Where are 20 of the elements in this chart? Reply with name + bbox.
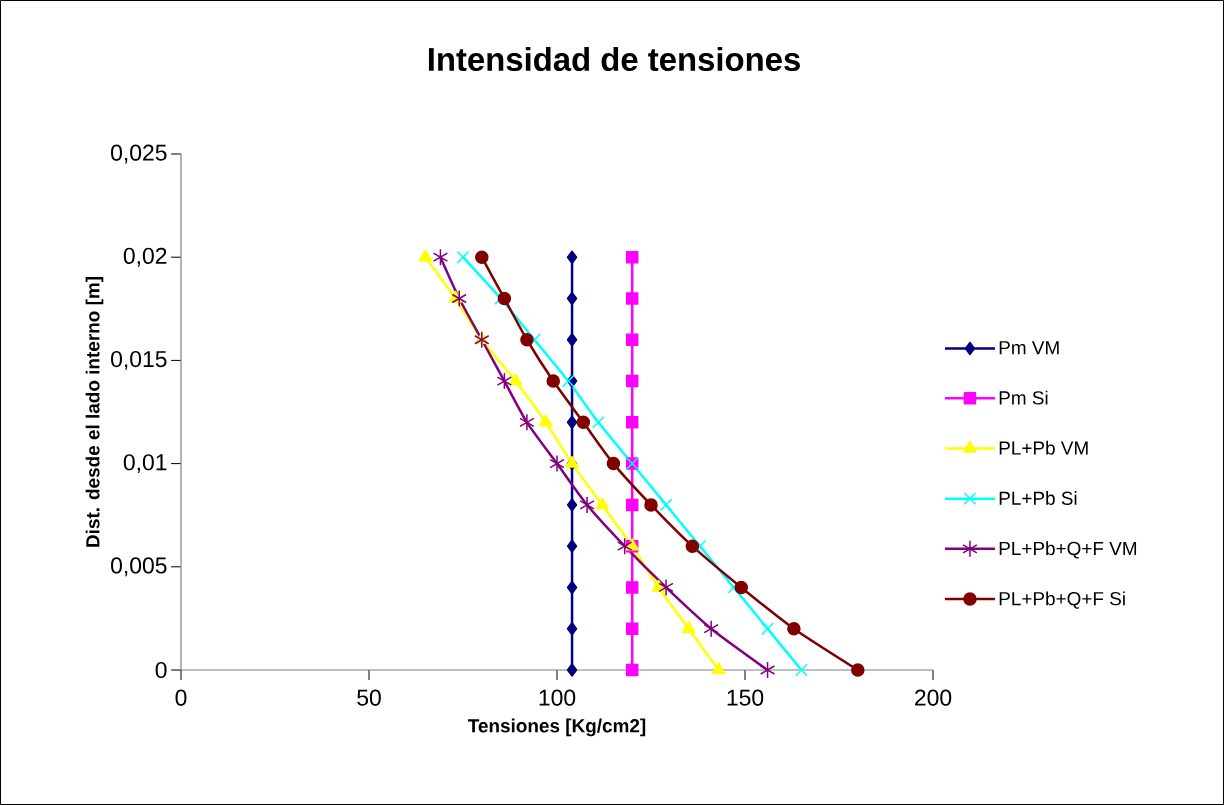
x-tick-label: 100 bbox=[539, 689, 576, 706]
legend-label: Pm Si bbox=[999, 390, 1048, 405]
chart-title: Intensidad de tensiones bbox=[428, 46, 800, 72]
y-tick-label: 0,02 bbox=[123, 247, 167, 267]
x-tick-label: 50 bbox=[357, 689, 381, 706]
y-axis-title: Dist. desde el lado interno [m] bbox=[85, 277, 104, 547]
y-tick-label: 0,025 bbox=[111, 144, 167, 164]
legend-label: PL+Pb+Q+F Si bbox=[999, 591, 1125, 609]
legend-label: PL+Pb+Q+F VM bbox=[999, 541, 1137, 559]
x-tick-label: 0 bbox=[175, 689, 187, 706]
x-tick-label: 150 bbox=[727, 689, 764, 706]
y-tick-label: 0 bbox=[155, 661, 167, 679]
legend-label: PL+Pb Si bbox=[999, 491, 1077, 505]
x-axis-title: Tensiones [Kg/cm2] bbox=[467, 718, 646, 737]
y-tick-label: 0,015 bbox=[111, 350, 167, 370]
y-tick-label: 0,005 bbox=[111, 557, 167, 577]
x-tick-label: 200 bbox=[915, 689, 952, 706]
legend-label: Pm VM bbox=[999, 341, 1059, 355]
y-tick-label: 0,01 bbox=[123, 454, 167, 474]
legend-label: PL+Pb VM bbox=[999, 440, 1088, 455]
